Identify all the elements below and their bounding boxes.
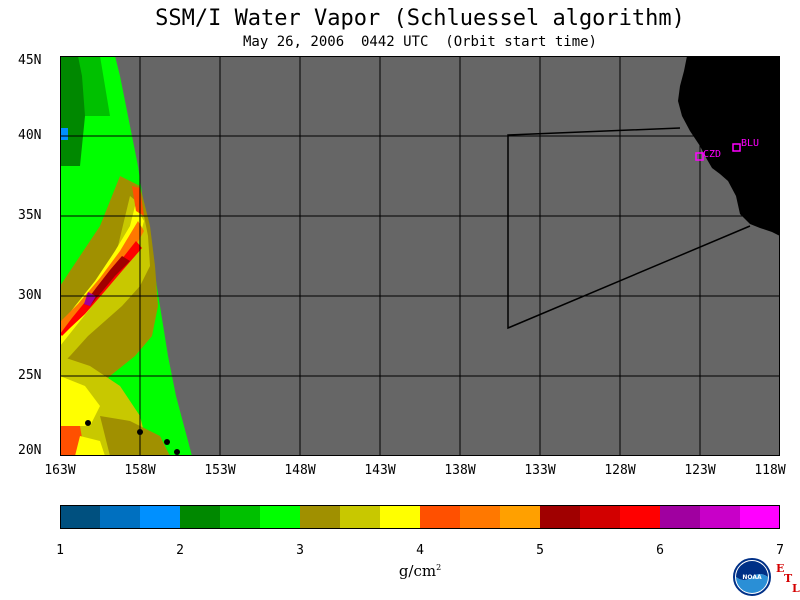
- colorbar-cell: [500, 505, 541, 529]
- colorbar-cell: [740, 505, 780, 529]
- lon-label-118w: 118W: [754, 463, 786, 478]
- noaa-logo-text: NOAA: [742, 574, 762, 581]
- colorbar-tick-7: 7: [776, 543, 784, 558]
- etl-letter-l: L: [792, 582, 800, 595]
- etl-letter-t: T: [784, 572, 793, 585]
- station-czd: CZD: [695, 149, 721, 161]
- lon-label-133w: 133W: [524, 463, 556, 478]
- colorbar-cell: [380, 505, 421, 529]
- station-blu: BLU: [732, 138, 759, 152]
- lon-label-143w: 143W: [364, 463, 396, 478]
- graticule: [60, 56, 780, 456]
- colorbar-tick-6: 6: [656, 543, 664, 558]
- lat-label-20n: 20N: [18, 443, 42, 458]
- colorbar-cell: [620, 505, 661, 529]
- colorbar: [60, 505, 780, 529]
- map-frame: [60, 56, 780, 456]
- colorbar-tick-1: 1: [56, 543, 64, 558]
- water-vapor-map: CZD BLU: [60, 56, 780, 456]
- colorbar-cell: [180, 505, 221, 529]
- chart-subtitle: May 26, 2006 0442 UTC (Orbit start time): [242, 34, 597, 50]
- colorbar-cell: [580, 505, 621, 529]
- lat-label-45n: 45N: [18, 53, 42, 68]
- colorbar-tick-3: 3: [296, 543, 304, 558]
- noaa-logo: NOAA: [733, 558, 771, 596]
- lat-label-25n: 25N: [18, 368, 42, 383]
- colorbar-cell: [100, 505, 141, 529]
- colorbar-cell: [340, 505, 381, 529]
- lon-label-148w: 148W: [284, 463, 316, 478]
- lat-label-35n: 35N: [18, 208, 42, 223]
- lon-label-163w: 163W: [44, 463, 76, 478]
- lon-label-123w: 123W: [684, 463, 716, 478]
- colorbar-frame: [60, 505, 780, 529]
- lon-label-128w: 128W: [604, 463, 636, 478]
- etl-letter-e: E: [776, 562, 785, 575]
- colorbar-tick-5: 5: [536, 543, 544, 558]
- lon-label-153w: 153W: [204, 463, 236, 478]
- colorbar-cell: [140, 505, 181, 529]
- colorbar-tick-4: 4: [416, 543, 424, 558]
- lon-label-138w: 138W: [444, 463, 476, 478]
- colorbar-cell: [460, 505, 501, 529]
- satellite-swath: [60, 56, 192, 456]
- lon-label-158w: 158W: [124, 463, 156, 478]
- colorbar-cell: [700, 505, 741, 529]
- colorbar-cell: [60, 505, 101, 529]
- no-data-background: [60, 56, 780, 456]
- colorbar-cell: [660, 505, 701, 529]
- lat-label-30n: 30N: [18, 288, 42, 303]
- colorbar-cell: [300, 505, 341, 529]
- colorbar-cell: [220, 505, 261, 529]
- colorbar-cell: [420, 505, 461, 529]
- colorbar-cell: [540, 505, 581, 529]
- colorbar-unit: g/cm2: [380, 562, 460, 580]
- colorbar-cells: [60, 505, 780, 529]
- colorbar-unit-text: g/cm: [398, 562, 437, 580]
- lat-label-40n: 40N: [18, 128, 42, 143]
- colorbar-unit-exponent: 2: [436, 563, 442, 572]
- north-america-land: [678, 56, 780, 236]
- colorbar-tick-2: 2: [176, 543, 184, 558]
- station-czd-label: CZD: [703, 149, 721, 160]
- station-blu-label: BLU: [741, 138, 759, 149]
- chart-title: SSM/I Water Vapor (Schluessel algorithm): [155, 6, 685, 31]
- region-outline: [507, 127, 751, 330]
- colorbar-cell: [260, 505, 301, 529]
